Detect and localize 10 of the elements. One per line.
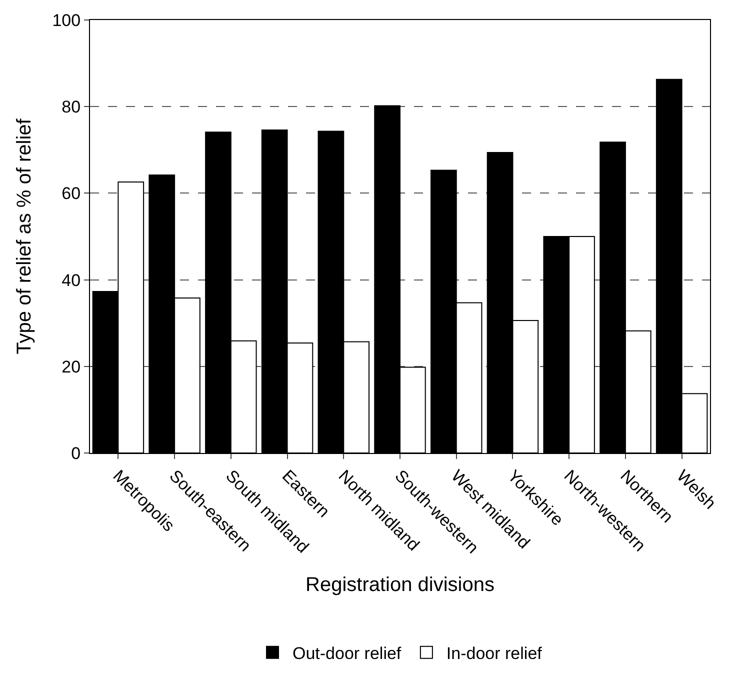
y-tick-label: 80 xyxy=(62,98,81,117)
y-tick-label: 20 xyxy=(62,357,81,376)
x-axis-title: Registration divisions xyxy=(306,574,494,596)
y-tick-label: 100 xyxy=(52,10,81,30)
y-tick-label: 40 xyxy=(62,270,81,290)
legend-label: In-door relief xyxy=(446,644,542,664)
y-tick-label: 0 xyxy=(71,444,81,463)
y-axis-title: Type of relief as % of relief xyxy=(14,118,36,354)
legend-label: Out-door relief xyxy=(292,644,402,664)
y-tick-label: 60 xyxy=(62,184,81,204)
